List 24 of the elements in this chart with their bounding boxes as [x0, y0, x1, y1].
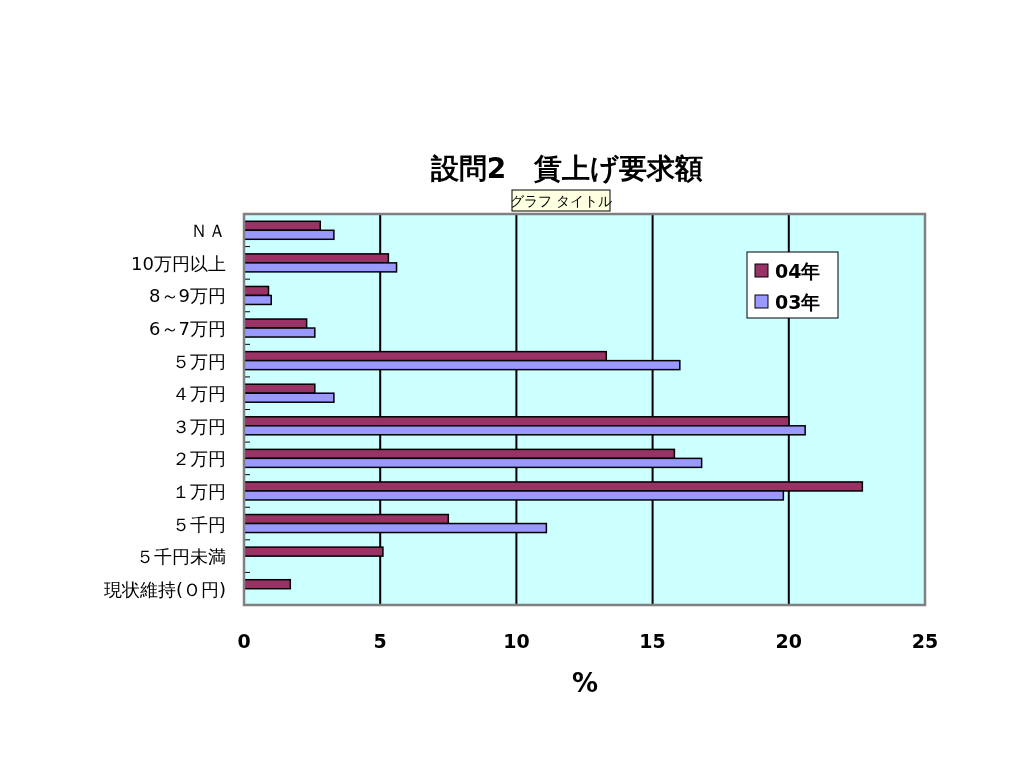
x-tick-label: 10 — [503, 630, 530, 652]
y-tick-label: ＮＡ — [190, 220, 226, 242]
text: グラフ タイトル — [509, 193, 613, 209]
y-tick-label: ５千円 — [172, 513, 226, 535]
legend-label: 03年 — [775, 291, 821, 313]
x-tick-label: 25 — [911, 630, 939, 652]
y-tick-label: ５千円未満 — [136, 546, 226, 568]
y-tick-label: 10万円以上 — [131, 252, 226, 274]
y-tick-label: 8～9万円 — [149, 285, 226, 307]
legend-label: 04年 — [775, 260, 821, 282]
y-tick-label: ４万円 — [172, 383, 226, 405]
y-tick-label: ２万円 — [172, 448, 226, 470]
chart-title: 設問2 賃上げ要求額 — [429, 152, 704, 185]
x-axis-title: % — [571, 668, 599, 698]
x-tick-label: 20 — [775, 630, 803, 652]
x-tick-label: 15 — [639, 630, 666, 652]
bar — [243, 578, 292, 590]
y-tick-label: 現状維持(Ｏ円) — [103, 578, 226, 600]
y-tick-label: 6～7万円 — [149, 318, 226, 340]
x-tick-label: 0 — [237, 630, 251, 652]
y-tick-label: １万円 — [172, 480, 226, 502]
x-tick-label: 5 — [373, 630, 387, 652]
y-tick-label: ５万円 — [172, 350, 226, 372]
y-tick-label: ３万円 — [172, 415, 226, 437]
